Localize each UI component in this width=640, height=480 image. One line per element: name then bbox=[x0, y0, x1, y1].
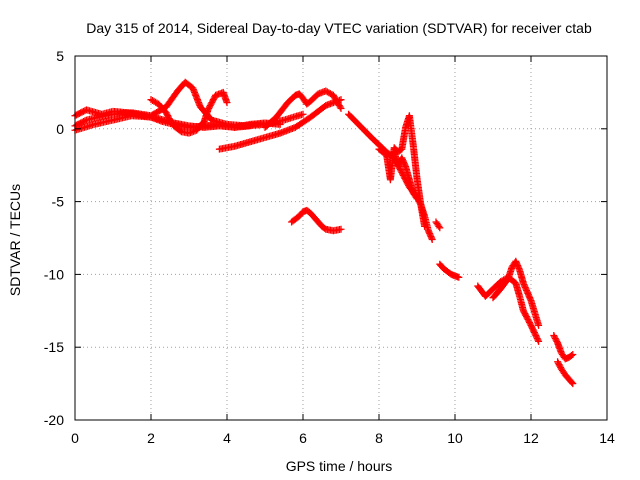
series-track-k bbox=[432, 218, 444, 232]
x-tick-label: 4 bbox=[223, 430, 231, 446]
data-point bbox=[568, 379, 576, 387]
data-point bbox=[455, 273, 463, 281]
x-tick-label: 6 bbox=[299, 430, 307, 446]
series-track-f bbox=[261, 87, 345, 131]
series-track-n bbox=[489, 257, 543, 329]
data-point bbox=[568, 351, 576, 359]
data-point bbox=[412, 193, 420, 201]
data-point bbox=[337, 104, 345, 112]
data-point bbox=[246, 122, 254, 130]
data-point bbox=[223, 99, 231, 107]
data-point bbox=[413, 195, 421, 203]
data-point bbox=[435, 222, 443, 230]
data-points bbox=[71, 78, 577, 388]
data-point bbox=[428, 235, 436, 243]
data-point bbox=[276, 120, 284, 128]
series-track-l bbox=[436, 260, 463, 281]
x-axis-label: GPS time / hours bbox=[286, 458, 393, 474]
series-track-m bbox=[474, 273, 543, 345]
x-tick-label: 10 bbox=[447, 430, 463, 446]
y-axis-label: SDTVAR / TECUs bbox=[7, 184, 23, 296]
data-point bbox=[299, 110, 307, 118]
plot-frame bbox=[74, 55, 608, 421]
data-point bbox=[436, 224, 444, 232]
chart-title: Day 315 of 2014, Sidereal Day-to-day VTE… bbox=[86, 20, 592, 36]
data-point bbox=[569, 350, 577, 358]
data-point bbox=[535, 337, 543, 345]
data-point bbox=[534, 336, 542, 344]
x-tick-label: 0 bbox=[71, 430, 79, 446]
x-tick-label: 8 bbox=[375, 430, 383, 446]
data-point bbox=[569, 380, 577, 388]
x-tick-label: 14 bbox=[599, 430, 615, 446]
axis-ticks: 0 2 4 6 8 10 12 14 5 0 -5 -10 -15 -20 bbox=[44, 48, 615, 446]
y-tick-label: -20 bbox=[44, 412, 64, 428]
y-tick-label: 0 bbox=[56, 121, 64, 137]
x-tick-label: 12 bbox=[523, 430, 539, 446]
series-track-e bbox=[215, 96, 345, 153]
series-track-j bbox=[390, 148, 421, 203]
data-point bbox=[81, 117, 89, 125]
data-point bbox=[421, 222, 429, 230]
data-point bbox=[535, 321, 543, 329]
y-tick-label: -15 bbox=[44, 339, 64, 355]
y-tick-label: -5 bbox=[52, 194, 65, 210]
data-point bbox=[337, 225, 345, 233]
series-track-d bbox=[147, 88, 231, 137]
y-tick-label: 5 bbox=[56, 48, 64, 64]
series-track-p bbox=[554, 358, 577, 388]
data-point bbox=[336, 103, 344, 111]
x-tick-label: 2 bbox=[147, 430, 155, 446]
series-track-g bbox=[288, 206, 345, 235]
y-tick-label: -10 bbox=[44, 266, 64, 282]
series-track-o bbox=[550, 332, 577, 363]
